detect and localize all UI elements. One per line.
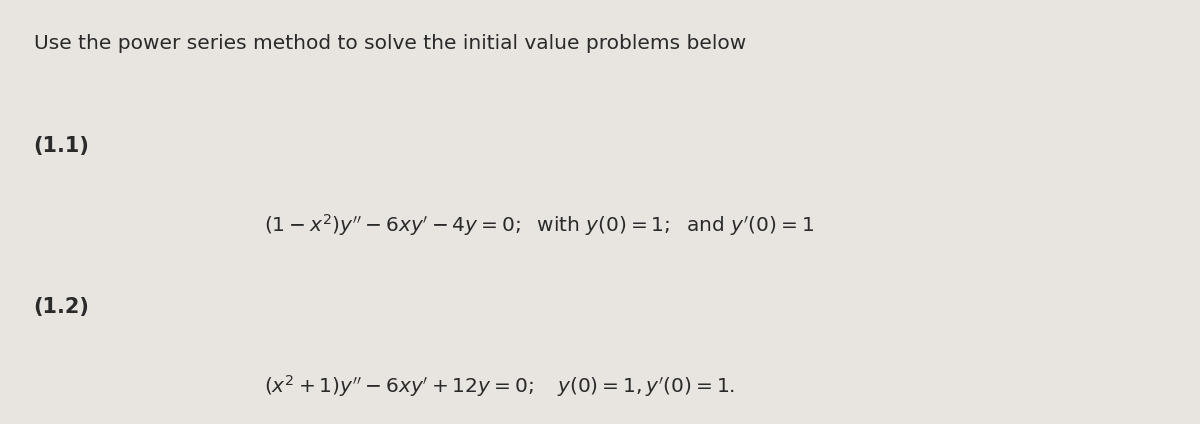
Text: $(1 - x^2)y'' - 6xy' - 4y = 0;\;$ with $y(0) = 1;\;$ and $y'(0) = 1$: $(1 - x^2)y'' - 6xy' - 4y = 0;\;$ with $… [264, 212, 814, 238]
Text: (1.2): (1.2) [34, 297, 90, 317]
Text: (1.1): (1.1) [34, 136, 90, 156]
Text: Use the power series method to solve the initial value problems below: Use the power series method to solve the… [34, 34, 746, 53]
Text: $(x^2 + 1)y'' - 6xy' + 12y = 0;\quad y(0) = 1, y'(0) = 1.$: $(x^2 + 1)y'' - 6xy' + 12y = 0;\quad y(0… [264, 373, 736, 399]
